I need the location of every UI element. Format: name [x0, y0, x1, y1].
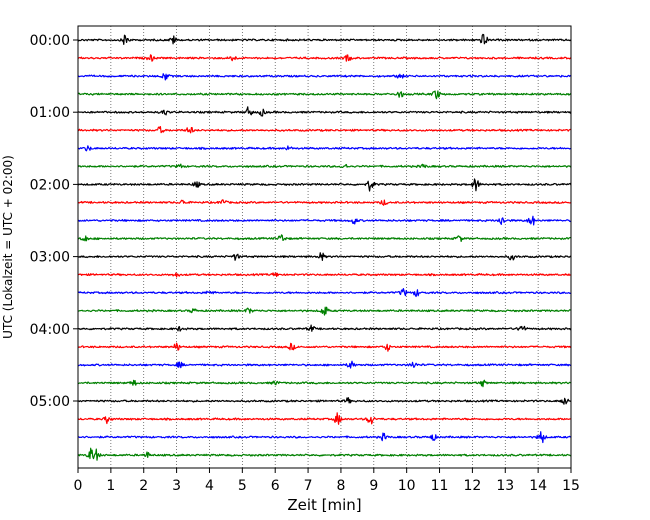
x-tick-label: 4 — [205, 478, 214, 494]
y-axis-ticks: 00:00 01:00 02:00 03:00 04:00 05:00 — [30, 33, 78, 410]
trace-row-9 — [77, 199, 572, 206]
x-tick-label: 7 — [304, 478, 313, 494]
y-tick-label: 02:00 — [30, 177, 70, 193]
trace-row-22 — [77, 431, 572, 444]
trace-row-14 — [77, 287, 572, 298]
trace-row-8 — [77, 178, 572, 192]
trace-row-7 — [77, 163, 572, 169]
trace-row-21 — [77, 412, 572, 425]
trace-row-1 — [77, 54, 572, 62]
y-axis-title: UTC (Lokalzeit = UTC + 02:00) — [1, 155, 15, 339]
trace-row-6 — [77, 145, 572, 152]
seismogram-traces — [77, 33, 572, 461]
x-tick-label: 11 — [431, 478, 449, 494]
x-tick-label: 15 — [562, 478, 580, 494]
x-tick-label: 14 — [529, 478, 547, 494]
trace-row-2 — [77, 73, 572, 81]
trace-row-23 — [77, 447, 572, 461]
y-tick-label: 05:00 — [30, 394, 70, 410]
y-tick-label: 01:00 — [30, 105, 70, 121]
x-tick-label: 6 — [271, 478, 280, 494]
y-tick-label: 03:00 — [30, 250, 70, 266]
trace-row-5 — [77, 126, 572, 134]
trace-row-20 — [77, 397, 572, 405]
trace-row-17 — [77, 342, 572, 352]
trace-row-13 — [77, 272, 572, 278]
x-tick-label: 3 — [172, 478, 181, 494]
trace-row-19 — [77, 379, 572, 388]
x-tick-label: 10 — [398, 478, 416, 494]
trace-row-15 — [77, 306, 572, 316]
x-tick-label: 0 — [74, 478, 83, 494]
trace-row-12 — [77, 252, 572, 261]
x-tick-label: 12 — [463, 478, 481, 494]
x-tick-label: 9 — [369, 478, 378, 494]
trace-row-10 — [77, 215, 572, 226]
trace-row-16 — [77, 324, 572, 332]
trace-row-4 — [77, 106, 572, 117]
x-tick-label: 13 — [496, 478, 514, 494]
trace-row-18 — [77, 360, 572, 369]
x-axis-title: Zeit [min] — [287, 496, 361, 514]
x-tick-label: 5 — [238, 478, 247, 494]
trace-row-0 — [77, 33, 572, 45]
x-tick-label: 1 — [106, 478, 115, 494]
y-tick-label: 00:00 — [30, 33, 70, 49]
plot-frame — [77, 25, 572, 469]
trace-row-3 — [77, 90, 572, 100]
x-tick-label: 2 — [139, 478, 148, 494]
x-tick-label: 8 — [336, 478, 345, 494]
trace-row-11 — [77, 234, 572, 243]
y-tick-label: 04:00 — [30, 322, 70, 338]
x-axis-ticks: 0 1 2 3 4 5 6 7 8 9 10 11 12 13 14 15 — [74, 468, 580, 494]
